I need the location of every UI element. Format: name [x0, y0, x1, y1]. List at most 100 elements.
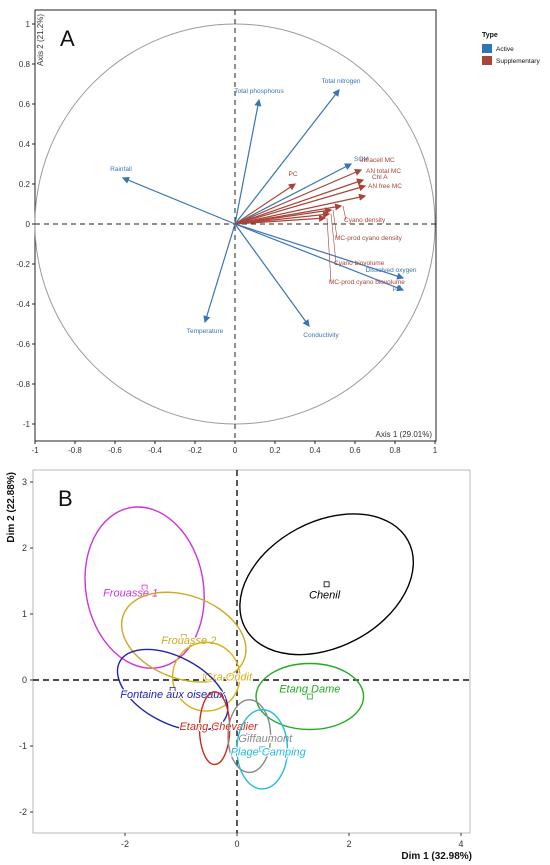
loading-label: Cyano biovolume	[334, 260, 385, 267]
loading-arrow	[234, 163, 353, 225]
x-tick-label: 2	[346, 839, 351, 849]
confidence-ellipse	[116, 648, 229, 732]
y-tick-label: 0	[26, 220, 31, 229]
loading-arrow	[234, 193, 367, 225]
x-tick-label: 0.2	[269, 446, 281, 455]
panel-letter: A	[60, 26, 75, 51]
x-tick-label: 0.8	[389, 446, 401, 455]
loading-arrow	[234, 169, 363, 225]
y-tick-label: 0.2	[19, 180, 31, 189]
y-tick-label: 1	[26, 20, 31, 29]
confidence-ellipse	[255, 662, 365, 731]
panel-b-individuals-plot: -2 0 2 4 -2 -1 0 1 2 3 Dim 1 (32.98%) Dim 2 (22.88%…	[6, 469, 472, 862]
loading-label: SOM	[354, 156, 369, 163]
loading-label: AN total MC	[366, 168, 401, 175]
confidence-ellipse	[239, 513, 415, 656]
group-label: Etang Dame	[279, 684, 340, 696]
loading-label: MC-prod cyano biovolume	[329, 279, 405, 286]
group-centroid	[323, 581, 330, 588]
y-tick-label: 0.4	[19, 140, 31, 149]
x-tick-label: 1	[433, 446, 438, 455]
x-tick-label: 0.6	[349, 446, 361, 455]
group-label: Giffaumont	[238, 733, 293, 745]
y-tick-label: -1	[23, 420, 31, 429]
x-tick-label: 0	[233, 446, 238, 455]
confidence-ellipse	[236, 708, 289, 790]
y-tick-label: -0.4	[16, 300, 30, 309]
group-label: Frouasse 1	[103, 588, 158, 600]
loading-label: MC-prod cyano density	[335, 235, 403, 242]
confidence-ellipse	[171, 641, 241, 712]
loading-arrow	[234, 207, 333, 225]
confidence-ellipse	[120, 591, 247, 683]
legend-label: Supplementary	[496, 58, 540, 65]
group-centroid	[169, 686, 176, 693]
group-centroid	[203, 673, 210, 680]
loading-label: Rainfall	[110, 166, 132, 173]
group-centroid	[180, 634, 187, 641]
group-label: Gra Ondit	[204, 672, 253, 684]
loading-label: pH	[393, 285, 402, 292]
loading-label: Chl A	[372, 174, 388, 181]
x-tick-label: -0.6	[108, 446, 122, 455]
confidence-ellipse	[227, 699, 272, 774]
y-tick-label: -2	[19, 807, 27, 817]
panel-a-correlation-circle: -1 -0.8 -0.6 -0.4 -0.2 0 0.2 0.4 0.6 0.8 1 -1 -0.8 -0…	[16, 9, 540, 455]
loading-arrow	[234, 178, 365, 225]
group-label: Etang Chevalier	[179, 721, 259, 733]
legend-title: Type	[482, 32, 498, 39]
y-tick-label: 0.8	[19, 60, 31, 69]
y-tick-label: -0.2	[16, 260, 30, 269]
group-label: Fontaine aux oiseaux	[120, 689, 225, 701]
loading-label: Total nitrogen	[321, 78, 360, 85]
label-leader-line	[330, 213, 337, 264]
confidence-ellipse	[198, 691, 231, 766]
panel-letter: B	[58, 486, 73, 511]
x-tick-label: -1	[31, 446, 39, 455]
y-tick-label: 3	[22, 477, 27, 487]
x-tick-label: -0.8	[68, 446, 82, 455]
loading-label: Dissolved oxygen	[366, 267, 417, 274]
confidence-ellipse	[84, 506, 205, 669]
loading-label: AN free MC	[368, 183, 402, 190]
loading-arrow	[203, 223, 236, 324]
loading-arrow	[234, 98, 262, 225]
plot-frame	[32, 469, 471, 834]
legend-label: Active	[496, 46, 514, 53]
loading-arrow	[234, 214, 327, 225]
x-tick-label: -0.4	[148, 446, 162, 455]
legend-swatch	[482, 56, 492, 65]
legend-swatch	[482, 44, 492, 53]
loading-label: Temperature	[187, 328, 224, 335]
x-tick-label: 4	[458, 839, 463, 849]
loading-label: Total phosphorus	[234, 88, 284, 95]
y-tick-label: -1	[19, 741, 27, 751]
group-centroid	[259, 746, 266, 753]
group-label: Chenil	[309, 589, 341, 601]
loading-arrow	[234, 223, 405, 280]
y-tick-label: 1	[22, 609, 27, 619]
loading-label: Conductivity	[303, 332, 339, 339]
x-tick-label: -2	[121, 839, 129, 849]
y-tick-label: 0	[22, 675, 27, 685]
label-leader-line	[332, 209, 338, 239]
group-centroid	[141, 584, 148, 591]
y-axis-label: Dim 2 (22.88%)	[6, 472, 17, 543]
group-label: Plage Camping	[231, 746, 307, 758]
y-tick-label: 0.6	[19, 100, 31, 109]
x-axis-label: Dim 1 (32.98%)	[401, 851, 472, 862]
group-centroid	[246, 733, 253, 740]
y-axis-label: Axis 2 (21.2%)	[36, 14, 45, 66]
y-tick-label: -0.8	[16, 380, 30, 389]
loading-label: PC	[288, 171, 297, 178]
x-tick-label: 0.4	[309, 446, 321, 455]
loading-arrow	[234, 183, 296, 225]
label-leader-line	[326, 217, 332, 283]
loading-arrow	[234, 89, 340, 225]
x-tick-label: -0.2	[188, 446, 202, 455]
y-tick-label: -0.6	[16, 340, 30, 349]
loading-arrow	[234, 223, 310, 327]
label-leader-line	[342, 205, 347, 221]
loading-arrow	[234, 223, 405, 292]
loading-label: Intracell MC	[360, 157, 395, 164]
